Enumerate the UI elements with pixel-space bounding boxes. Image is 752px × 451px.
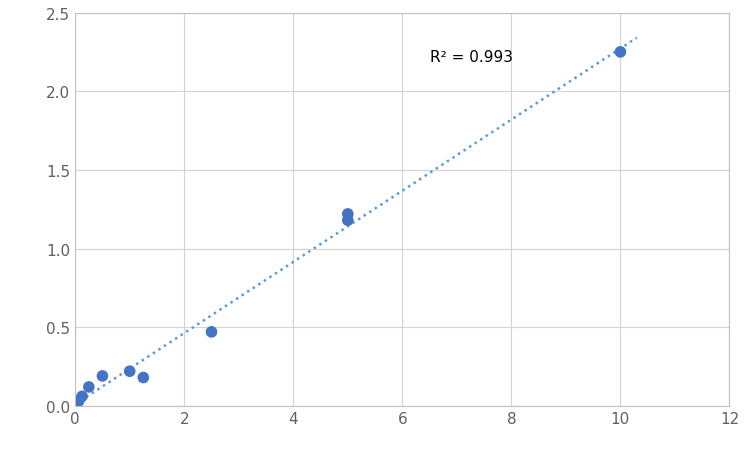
Point — [83, 383, 95, 391]
Point — [205, 328, 217, 336]
Point — [138, 374, 150, 381]
Text: R² = 0.993: R² = 0.993 — [429, 50, 513, 65]
Point — [614, 49, 626, 56]
Point — [341, 211, 353, 218]
Point — [73, 398, 85, 405]
Point — [76, 393, 88, 400]
Point — [69, 402, 81, 410]
Point — [341, 217, 353, 224]
Point — [123, 368, 135, 375]
Point — [96, 373, 108, 380]
